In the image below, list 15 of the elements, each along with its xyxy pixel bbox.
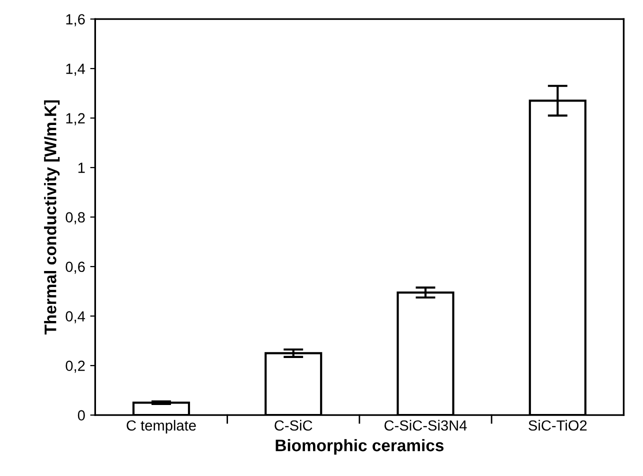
y-tick-label: 0,8 (66, 212, 85, 224)
y-tick-label: 1,6 (66, 14, 85, 26)
x-tick-label: C template (126, 420, 196, 434)
x-tick-label: SiC-TiO2 (528, 420, 587, 431)
y-tick-label: 0,2 (66, 360, 85, 373)
y-tick-label: 1,2 (66, 113, 85, 126)
y-tick-label: 1 (78, 162, 85, 173)
y-axis-title: Thermal conductivity [W/m.K] (44, 100, 60, 334)
y-tick-label: 0,4 (66, 311, 86, 324)
x-tick-label: C-SiC (274, 420, 312, 431)
y-tick-label: 1,4 (66, 64, 86, 76)
y-tick-label: 0,6 (66, 262, 85, 274)
x-axis-title: Biomorphic ceramics (276, 439, 444, 455)
y-tick-label: 0 (78, 410, 85, 420)
x-tick-label: C-SiC-Si3N4 (384, 420, 467, 431)
